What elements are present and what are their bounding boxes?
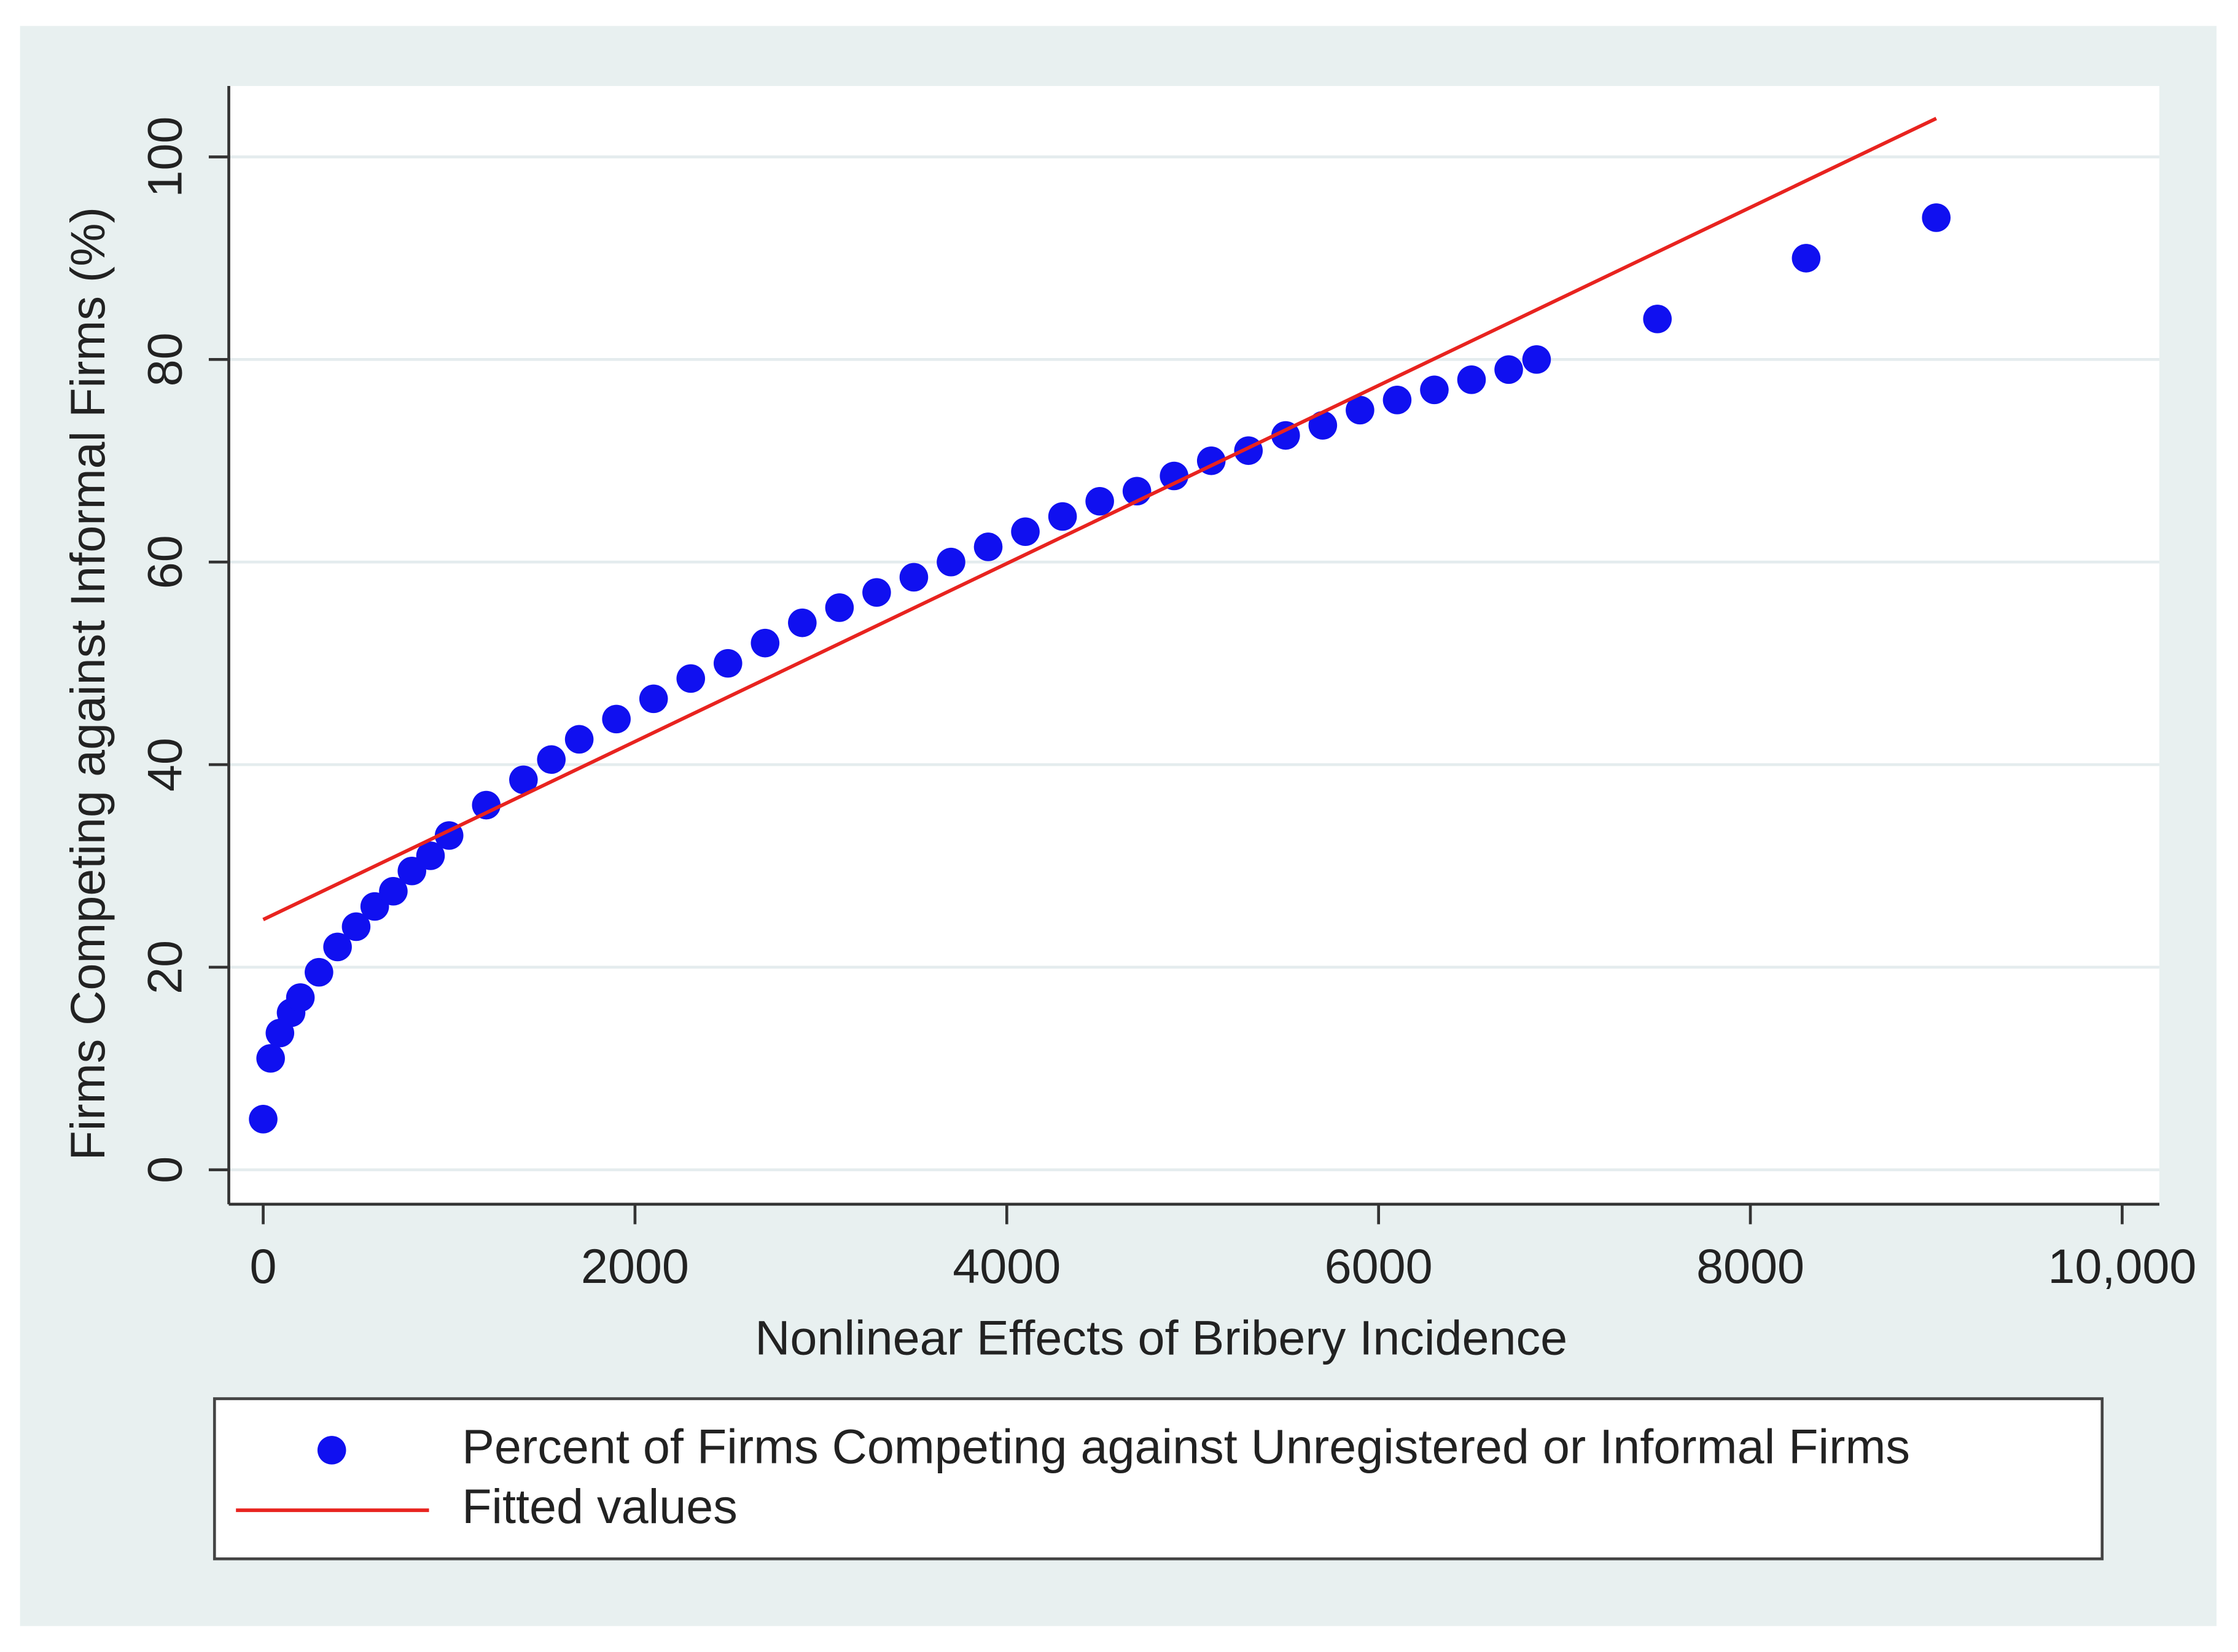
- legend-label: Percent of Firms Competing against Unreg…: [462, 1419, 1910, 1473]
- point: [341, 912, 371, 941]
- y-tick-label: 20: [138, 940, 192, 994]
- point: [1308, 411, 1338, 440]
- point: [899, 563, 929, 592]
- point: [1420, 375, 1449, 405]
- point: [416, 841, 445, 870]
- point: [1643, 305, 1672, 333]
- point: [1011, 517, 1040, 547]
- point: [1048, 502, 1077, 531]
- point: [305, 957, 333, 987]
- point: [537, 745, 566, 774]
- x-tick-label: 4000: [953, 1239, 1061, 1293]
- point: [1922, 203, 1951, 232]
- x-tick-label: 10,000: [2048, 1239, 2196, 1293]
- point: [973, 532, 1003, 561]
- point: [323, 932, 352, 962]
- x-tick-label: 6000: [1325, 1239, 1433, 1293]
- point: [1085, 486, 1114, 516]
- point: [1522, 345, 1551, 374]
- point: [1457, 365, 1486, 394]
- x-tick-label: 0: [250, 1239, 277, 1293]
- point: [1160, 461, 1188, 491]
- legend-marker: [317, 1436, 346, 1465]
- point: [249, 1105, 278, 1134]
- legend: [212, 1397, 2104, 1560]
- point: [751, 628, 780, 658]
- point: [564, 725, 594, 754]
- point: [1382, 386, 1412, 415]
- point: [1792, 244, 1821, 273]
- y-tick-label: 0: [138, 1156, 192, 1183]
- point: [1346, 395, 1374, 425]
- point: [379, 876, 408, 906]
- fit-line: [262, 117, 1937, 922]
- point: [825, 593, 854, 622]
- y-tick-label: 100: [138, 116, 192, 197]
- x-tick-label: 2000: [581, 1239, 689, 1293]
- legend-label: Fitted values: [462, 1479, 738, 1533]
- point: [1494, 355, 1523, 384]
- point: [286, 983, 315, 1012]
- x-tick-label: 8000: [1696, 1239, 1804, 1293]
- y-tick-label: 80: [138, 332, 192, 386]
- point: [937, 547, 965, 577]
- point: [256, 1044, 285, 1073]
- point: [788, 608, 817, 637]
- y-tick-label: 60: [138, 535, 192, 589]
- point: [862, 578, 891, 607]
- point: [713, 649, 743, 678]
- y-axis-title: Firms Competing against Informal Firms (…: [60, 207, 115, 1161]
- point: [639, 684, 668, 714]
- point: [602, 704, 631, 734]
- point: [472, 790, 501, 820]
- y-tick-label: 40: [138, 738, 192, 792]
- point: [509, 765, 538, 795]
- plot-area: [228, 86, 2159, 1204]
- point: [676, 664, 706, 693]
- x-axis-title: Nonlinear Effects of Bribery Incidence: [755, 1310, 1567, 1365]
